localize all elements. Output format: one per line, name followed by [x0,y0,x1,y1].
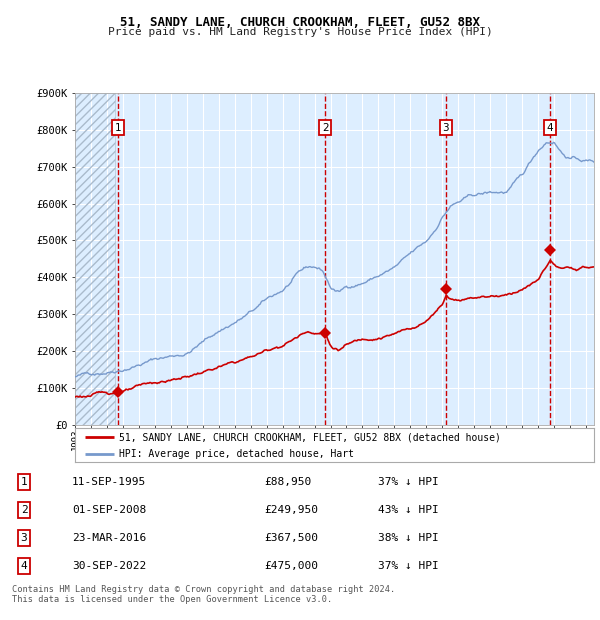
Text: £249,950: £249,950 [264,505,318,515]
Text: 1: 1 [20,477,28,487]
Text: 1: 1 [115,123,121,133]
Text: 3: 3 [443,123,449,133]
Text: 51, SANDY LANE, CHURCH CROOKHAM, FLEET, GU52 8BX: 51, SANDY LANE, CHURCH CROOKHAM, FLEET, … [120,16,480,29]
Text: 3: 3 [20,533,28,543]
Text: Price paid vs. HM Land Registry's House Price Index (HPI): Price paid vs. HM Land Registry's House … [107,27,493,37]
Text: 2: 2 [322,123,329,133]
Bar [75,93,115,425]
Text: 38% ↓ HPI: 38% ↓ HPI [378,533,439,543]
Text: 01-SEP-2008: 01-SEP-2008 [72,505,146,515]
Text: 37% ↓ HPI: 37% ↓ HPI [378,477,439,487]
Text: £88,950: £88,950 [264,477,311,487]
Text: 23-MAR-2016: 23-MAR-2016 [72,533,146,543]
Text: 37% ↓ HPI: 37% ↓ HPI [378,561,439,571]
Text: 4: 4 [20,561,28,571]
Text: £367,500: £367,500 [264,533,318,543]
Text: Contains HM Land Registry data © Crown copyright and database right 2024.
This d: Contains HM Land Registry data © Crown c… [12,585,395,604]
Text: 11-SEP-1995: 11-SEP-1995 [72,477,146,487]
Text: HPI: Average price, detached house, Hart: HPI: Average price, detached house, Hart [119,450,354,459]
Text: 2: 2 [20,505,28,515]
Text: 43% ↓ HPI: 43% ↓ HPI [378,505,439,515]
Text: 51, SANDY LANE, CHURCH CROOKHAM, FLEET, GU52 8BX (detached house): 51, SANDY LANE, CHURCH CROOKHAM, FLEET, … [119,432,501,442]
Text: £475,000: £475,000 [264,561,318,571]
Text: 30-SEP-2022: 30-SEP-2022 [72,561,146,571]
Text: 4: 4 [547,123,553,133]
